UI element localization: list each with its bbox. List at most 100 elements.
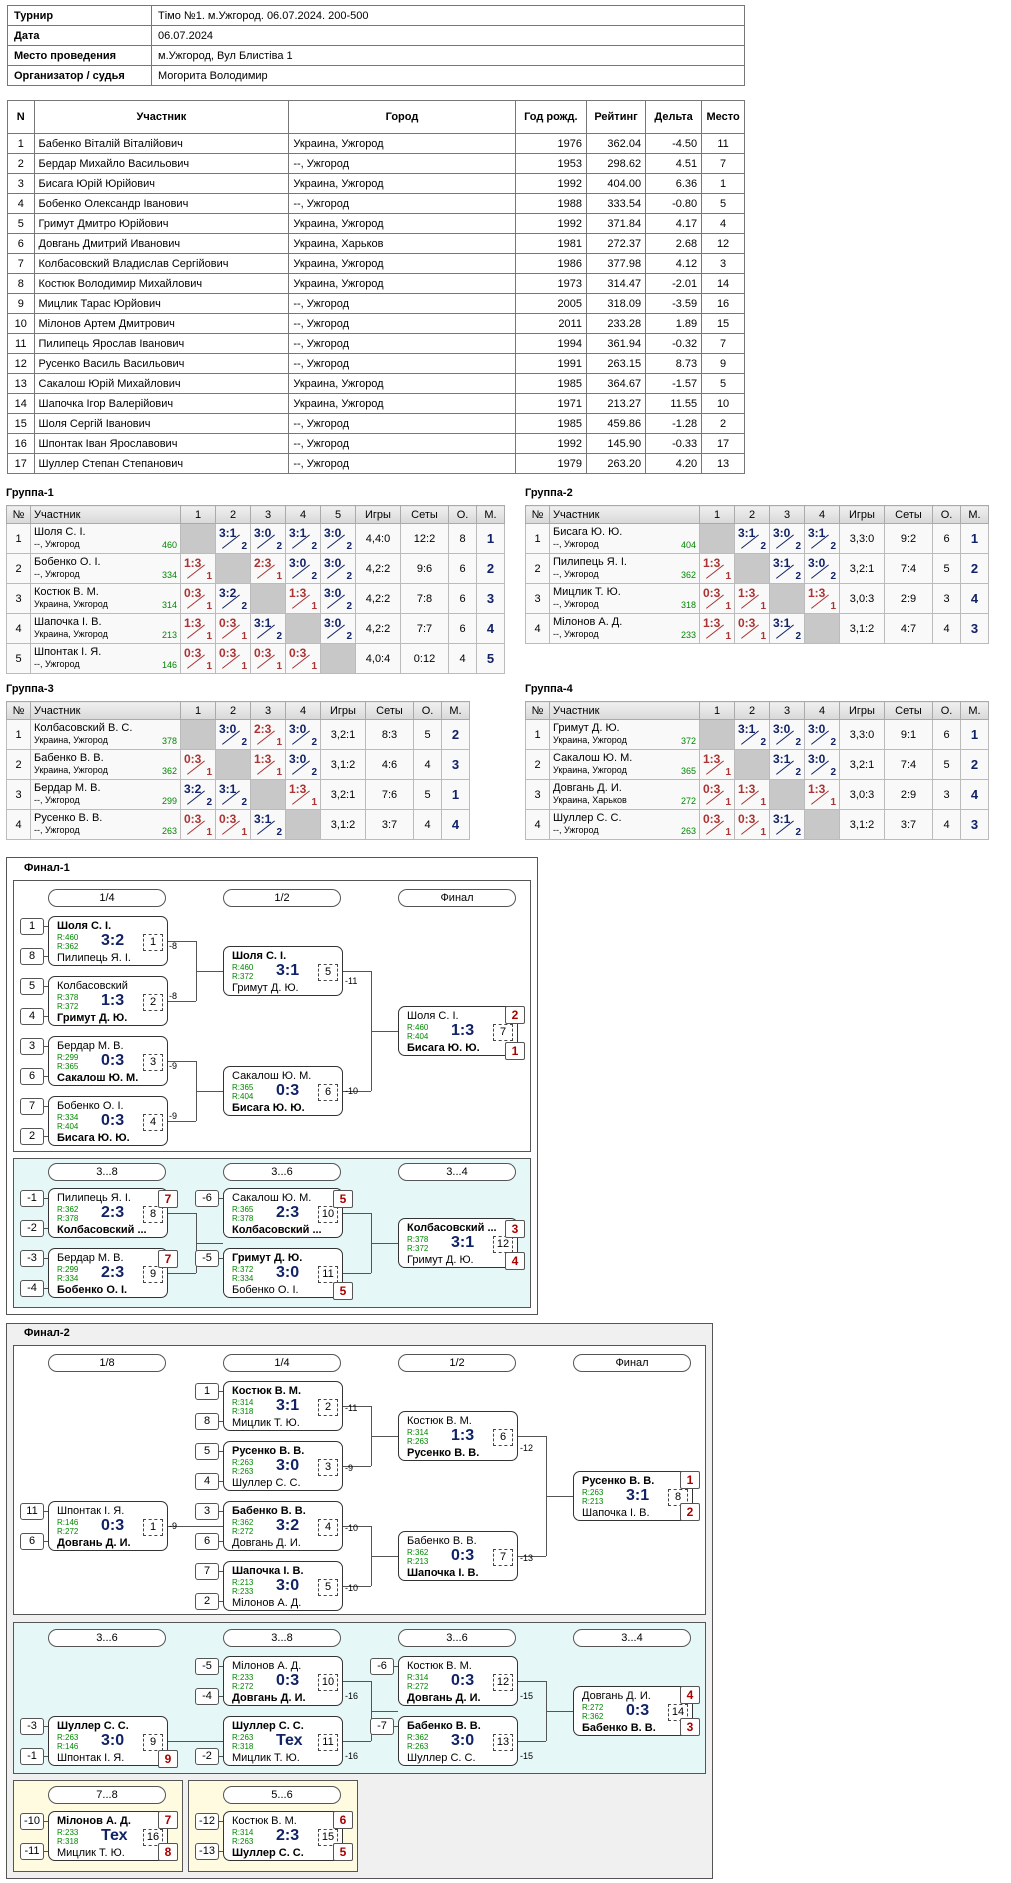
table-cell: Шапочка Ігор Валерійович: [33, 393, 290, 414]
table-cell: 1981: [514, 233, 587, 254]
player-b-rating: R:272: [407, 1682, 429, 1691]
seed-box: 3: [195, 1503, 219, 1520]
table-cell: 11: [701, 133, 745, 154]
player-rating: 460: [161, 540, 177, 550]
match-score: 3:0: [276, 1264, 300, 1281]
stage-label: 3...8: [48, 1163, 166, 1181]
table-cell: 6.36: [645, 173, 703, 194]
match-points: 1: [760, 601, 766, 612]
stage-label: 3...6: [223, 1163, 341, 1181]
match-score: 3:0: [324, 616, 342, 630]
table-cell: 13: [701, 453, 745, 474]
match-result-cell: 3:0 2: [320, 553, 356, 584]
match-points: 2: [241, 601, 247, 612]
match-result-cell: 0:3 1: [734, 809, 770, 840]
player-b-name: Мицлик Т. Ю.: [57, 1847, 125, 1859]
connector-line: [343, 1273, 371, 1274]
player-b-rating: R:378: [232, 1214, 254, 1223]
match-number: 6: [318, 1084, 338, 1101]
match-points: 1: [725, 827, 731, 838]
connector-line: [219, 1421, 223, 1422]
loser-destination-label: -15: [520, 1751, 534, 1761]
seed-box: 11: [20, 1503, 44, 1520]
table-cell: 17: [7, 453, 35, 474]
group-sets: 7:6: [365, 779, 414, 810]
match-result-cell: 3:0 2: [320, 583, 356, 614]
match-score: 3:1: [276, 1397, 300, 1414]
player-b-rating: R:318: [232, 1742, 254, 1751]
match-result-cell: 3:0 2: [285, 719, 321, 750]
match-points: 2: [311, 571, 317, 582]
player-city: Украина, Ужгород: [34, 735, 108, 745]
seed-box: -3: [20, 1250, 44, 1267]
group-games: 4,4:0: [355, 523, 401, 554]
player-b-rating: R:404: [232, 1092, 254, 1101]
table-cell: Мілонов Артем Дмитрович: [33, 313, 290, 334]
player-city: Украина, Ужгород: [553, 765, 627, 775]
match-score: 0:3: [289, 646, 307, 660]
table-cell: Шоля Сергій Іванович: [33, 413, 290, 434]
match-points: 1: [276, 767, 282, 778]
connector-line: [44, 926, 48, 927]
table-row: 4 Бобенко Олександр Іванович --, Ужгород 19…: [7, 193, 745, 214]
match-score: Тех: [101, 1827, 128, 1844]
player-b-rating: R:146: [57, 1742, 79, 1751]
player-a-name: Мілонов А. Д.: [232, 1660, 302, 1672]
match-score: 1:3: [738, 586, 756, 600]
table-row: 3 Бисага Юрій Юрійович Украина, Ужгород 199…: [7, 173, 745, 194]
group-row: 3 Довгань Д. И. Украина, Харьков 272 0:3 1 1:3…: [525, 779, 989, 810]
connector-line: [545, 1711, 573, 1712]
connector-line: [168, 941, 196, 942]
player-a-name: Бабенко В. В.: [407, 1720, 481, 1732]
connector-line: [343, 1091, 371, 1092]
group-points: 6: [448, 553, 477, 584]
table-cell: 7: [7, 253, 35, 274]
table-row: 8 Костюк Володимир Михайлович Украина, Ужг…: [7, 273, 745, 294]
table-cell: 2005: [514, 293, 587, 314]
match-points: 2: [830, 737, 836, 748]
connector-line: [219, 1851, 223, 1852]
match-score: 0:3: [703, 812, 721, 826]
player-a-name: Шапочка І. В.: [232, 1565, 304, 1577]
group-sets: 3:7: [884, 809, 933, 840]
match-score: 1:3: [451, 1427, 475, 1444]
group-column-header: М.: [960, 505, 989, 524]
group-title: Группа-1: [6, 487, 54, 499]
match-score: 0:3: [101, 1517, 125, 1534]
player-b-rating: R:263: [232, 1837, 254, 1846]
bracket-match: Шпонтак І. Я. R:146 R:272 0:3 1 Довгань Д. И.: [48, 1501, 168, 1551]
table-cell: --, Ужгород: [288, 153, 516, 174]
match-score: 2:3: [276, 1204, 300, 1221]
connector-line: [44, 986, 48, 987]
match-points: 1: [206, 631, 212, 642]
connector-line: [343, 1466, 371, 1467]
match-result-cell: 0:3 1: [180, 749, 216, 780]
place-box: 3: [505, 1220, 525, 1238]
connector-line: [168, 1213, 196, 1214]
match-result-cell: 3:1 2: [769, 809, 805, 840]
connector-line: [219, 1481, 223, 1482]
group-row-number: 2: [525, 553, 550, 584]
player-city: --, Ужгород: [34, 569, 80, 579]
table-cell: Украина, Ужгород: [288, 213, 516, 234]
match-points: 2: [241, 737, 247, 748]
group-column-header: 2: [215, 505, 251, 524]
group-column-header: Участник: [30, 701, 181, 720]
match-score: 0:3: [703, 782, 721, 796]
match-score: 3:0: [324, 586, 342, 600]
match-result-cell: 2:3 1: [250, 553, 286, 584]
match-score: 1:3: [738, 782, 756, 796]
player-a-name: Бердар М. В.: [57, 1252, 124, 1264]
player-name: Сакалош Ю. М.: [553, 752, 633, 764]
player-rating: 314: [161, 600, 177, 610]
connector-line: [219, 1821, 223, 1822]
player-b-rating: R:263: [232, 1467, 254, 1476]
table-cell: 362.04: [585, 133, 647, 154]
player-rating: 146: [161, 660, 177, 670]
player-b-rating: R:213: [582, 1497, 604, 1506]
match-result-cell: 1:3 1: [804, 779, 840, 810]
match-score: 3:0: [324, 526, 342, 540]
group-column-header: 1: [699, 505, 735, 524]
table-cell: 1991: [514, 353, 587, 374]
group-column-header: Игры: [355, 505, 401, 524]
